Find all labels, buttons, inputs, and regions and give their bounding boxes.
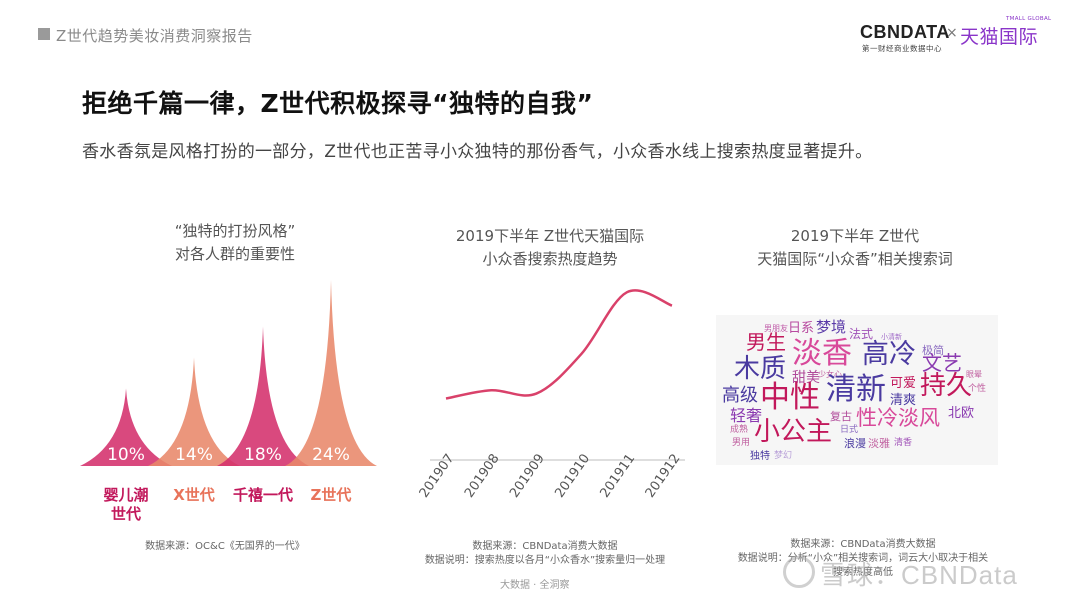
- chart3-word-20: 中性: [760, 380, 820, 415]
- chart3-word-12: 少女心: [818, 370, 842, 379]
- chart1-title-line-2: 对各人群的重要性: [174, 245, 295, 263]
- chart2-title: 2019下半年 Z世代天猫国际 小众香搜索热度趋势: [430, 225, 670, 271]
- chart3-word-29: 男用: [732, 438, 751, 448]
- chart3-word-23: 复古: [830, 410, 852, 423]
- chart3-source-line-1: 数据来源：CBNData消费大数据: [790, 539, 936, 550]
- chart3-word-4: 法式: [849, 327, 874, 341]
- chart1-value-label-3: 18%: [244, 445, 282, 465]
- chart1-category-label-2: X世代: [173, 486, 215, 504]
- chart2-x-tick-5: 201911: [598, 451, 639, 500]
- chart3-word-5: 小清新: [881, 333, 902, 341]
- chart2-source: 数据来源：CBNData消费大数据 数据说明：搜索热度以各月“小众香水”搜索量归…: [400, 540, 690, 568]
- header-square-icon: [38, 28, 50, 40]
- chart1-title-line-1: “独特的打扮风格”: [174, 222, 296, 240]
- chart2-source-line-1: 数据来源：CBNData消费大数据: [472, 541, 618, 552]
- chart3-word-17: 眼晕: [966, 370, 982, 379]
- chart3-title-line-1: 2019下半年 Z世代: [790, 227, 920, 245]
- chart2-x-tick-2: 201908: [462, 451, 503, 500]
- chart1-title: “独特的打扮风格” 对各人群的重要性: [140, 220, 330, 266]
- chart1-category-label-1-2: 世代: [111, 505, 141, 523]
- chart3-word-28: 小公主: [754, 417, 833, 447]
- chart3-word-34: 梦幻: [774, 451, 793, 461]
- chart3-source-line-2: 数据说明：分析“小众”相关搜索词，词云大小取决于相关: [737, 553, 989, 564]
- chart3-word-22: 轻奢: [730, 406, 763, 425]
- chart1-peak-bar-3: [217, 326, 309, 466]
- chart2-title-line-1: 2019下半年 Z世代天猫国际: [455, 227, 645, 245]
- page-subtitle: 香水香氛是风格打扮的一部分，Z世代也正苦寻小众独特的那份香气，小众香水线上搜索热…: [82, 142, 873, 162]
- chart3-word-18: 个性: [968, 384, 987, 394]
- chart2-x-tick-4: 201910: [552, 451, 593, 500]
- chart3-title-line-2: 天猫国际“小众香”相关搜索词: [757, 250, 953, 268]
- chart2-x-tick-6: 201912: [643, 451, 684, 500]
- chart1-peak-bar-4: [285, 280, 377, 466]
- chart1-peak-bar-2: [148, 357, 240, 466]
- chart2-title-line-2: 小众香搜索热度趋势: [482, 250, 618, 268]
- chart3-word-11: 木质: [734, 354, 787, 384]
- chart3-source: 数据来源：CBNData消费大数据 数据说明：分析“小众”相关搜索词，词云大小取…: [718, 538, 1008, 580]
- chart2-series-line: [445, 289, 673, 400]
- chart1-category-label-4: Z世代: [311, 486, 352, 504]
- chart3-word-7: 淡香: [792, 336, 852, 371]
- chart3-title: 2019下半年 Z世代 天猫国际“小众香”相关搜索词: [730, 225, 980, 271]
- chart1-category-label-1-1: 婴儿潮: [103, 486, 148, 504]
- watermark-text: 雪球：CBNData: [820, 560, 1018, 590]
- xueqiu-watermark-icon: [783, 556, 815, 588]
- chart3-word-27: 日式: [840, 425, 859, 435]
- logo-times-sign: ×: [946, 25, 958, 41]
- chart3-word-9: 极简: [922, 344, 944, 357]
- chart1-value-label-2: 14%: [175, 445, 213, 465]
- chart3-word-cloud: 男朋友 日系 梦境 法式 小清新 男生 淡香 高冷 极简 文艺 木质少女心 甜美 清新 可爱 持久 眼晕个性 高…: [716, 315, 998, 465]
- chart1-source: 数据来源：OC&C《无国界的一代》: [145, 541, 305, 552]
- chart3-word-10: 文艺: [922, 351, 962, 375]
- header-title: Z世代趋势美妆消费洞察报告: [56, 27, 253, 45]
- chart2-x-tick-1: 201907: [417, 451, 458, 500]
- chart3-word-30: 浪漫: [844, 437, 866, 450]
- chart3-word-26: 成熟: [730, 425, 749, 435]
- chart1-category-label-3: 千禧一代: [233, 486, 293, 504]
- chart1-value-label-1: 10%: [107, 445, 145, 465]
- chart3-word-3: 梦境: [816, 318, 847, 336]
- chart3-word-31: 淡雅: [868, 437, 890, 450]
- chart3-word-14: 清新: [826, 372, 886, 407]
- tmall-global-tag: TMALL GLOBAL: [1006, 16, 1052, 22]
- chart3-word-33: 独特: [750, 451, 770, 462]
- brand-logos: CBNDATA 第一财经商业数据中心 × 天猫国际 TMALL GLOBAL: [860, 16, 1051, 53]
- cbndata-logo-subtitle: 第一财经商业数据中心: [862, 44, 942, 53]
- footer-tagline: 大数据 · 全洞察: [500, 580, 570, 591]
- chart3-word-2: 日系: [788, 321, 815, 336]
- chart3-word-21: 清爽: [890, 393, 917, 408]
- chart3-word-6: 男生: [746, 330, 786, 354]
- chart3-source-line-3: 搜索热度高低: [833, 567, 893, 578]
- chart2-line-chart: 201907 201908 201909 201910 201911 201912: [417, 289, 685, 501]
- chart3-word-16: 持久: [920, 371, 973, 401]
- tmall-global-logo: 天猫国际: [960, 26, 1039, 48]
- chart3-word-19: 高级: [722, 385, 758, 406]
- chart1-peak-bar-1: [80, 388, 172, 466]
- chart3-word-24: 性冷淡风: [856, 406, 940, 430]
- chart3-word-8: 高冷: [862, 339, 916, 370]
- chart3-word-1: 男朋友: [764, 324, 788, 333]
- chart3-word-15: 可爱: [890, 376, 917, 391]
- chart3-word-13: 甜美: [792, 370, 820, 386]
- chart3-word-25: 北欧: [948, 406, 975, 421]
- chart3-word-32: 清香: [894, 438, 913, 448]
- page-title: 拒绝千篇一律，Z世代积极探寻“独特的自我”: [82, 89, 594, 118]
- chart2-x-tick-3: 201909: [507, 451, 548, 500]
- cbndata-logo: CBNDATA: [860, 22, 950, 42]
- chart1-value-label-4: 24%: [312, 445, 350, 465]
- chart2-source-line-2: 数据说明：搜索热度以各月“小众香水”搜索量归一处理: [424, 555, 666, 566]
